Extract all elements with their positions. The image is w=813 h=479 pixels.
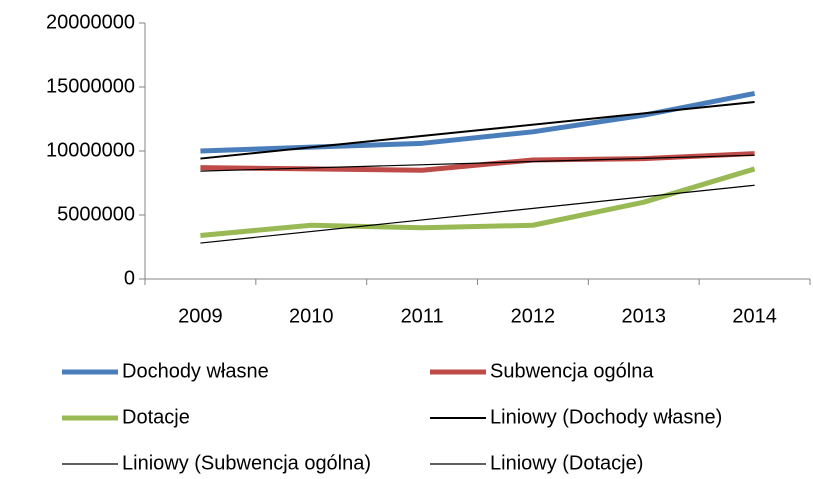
x-tick-label: 2009 (178, 305, 223, 327)
y-tick-label: 15000000 (46, 75, 135, 97)
legend-label: Liniowy (Dochody własne) (490, 406, 722, 428)
x-tick-label: 2012 (511, 305, 556, 327)
legend-label: Liniowy (Subwencja ogólna) (122, 452, 371, 474)
x-tick-label: 2010 (289, 305, 334, 327)
x-tick-label: 2014 (732, 305, 777, 327)
x-tick-label: 2011 (401, 305, 444, 327)
data-line (200, 166, 756, 238)
legend-label: Liniowy (Dotacje) (490, 452, 643, 474)
data-line (200, 151, 755, 173)
legend-label: Dochody własne (122, 360, 269, 382)
y-tick-label: 0 (124, 267, 135, 289)
y-tick-label: 20000000 (46, 11, 135, 33)
y-tick-label: 10000000 (46, 139, 135, 161)
y-tick-label: 5000000 (57, 203, 135, 225)
legend-label: Subwencja ogólna (490, 360, 654, 382)
legend-label: Dotacje (122, 406, 190, 428)
trend-line (200, 101, 755, 160)
data-line (200, 90, 756, 154)
x-tick-label: 2013 (622, 305, 667, 327)
trend-line (200, 184, 755, 244)
trend-line (200, 154, 755, 172)
